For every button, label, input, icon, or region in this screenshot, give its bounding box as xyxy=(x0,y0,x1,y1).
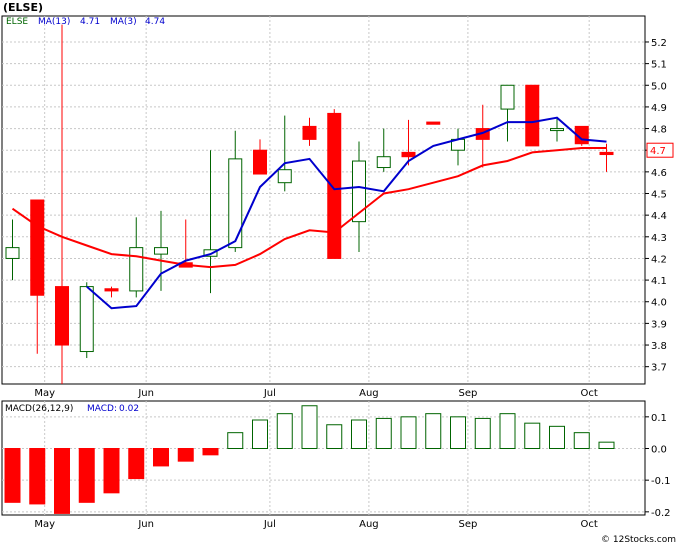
macd-bar xyxy=(550,426,565,448)
price-tick-label: 5.0 xyxy=(651,81,667,92)
macd-tick-label: 0.0 xyxy=(651,445,667,456)
macd-bar xyxy=(475,418,490,448)
macd-bar xyxy=(104,449,119,493)
macd-month-label: Jul xyxy=(263,519,276,530)
macd-bar xyxy=(376,418,391,448)
macd-bar xyxy=(203,449,218,455)
macd-month-label: Oct xyxy=(581,519,598,530)
candle-body xyxy=(278,170,291,183)
macd-bar xyxy=(178,449,193,462)
price-tick-label: 4.6 xyxy=(651,168,667,179)
watermark: © 12Stocks.com xyxy=(601,535,676,545)
price-month-label: Oct xyxy=(581,388,598,399)
price-month-label: Aug xyxy=(359,388,379,399)
legend-ma-short-value: 4.74 xyxy=(145,17,165,27)
price-tick-label: 4.1 xyxy=(651,276,667,287)
price-tick-label: 3.7 xyxy=(651,363,667,374)
candle-body xyxy=(501,85,514,109)
macd-bar xyxy=(451,417,466,449)
candle-body xyxy=(6,248,19,259)
price-tick-label: 5.2 xyxy=(651,38,667,49)
macd-bar xyxy=(525,423,540,448)
price-tick-label: 3.9 xyxy=(651,319,667,330)
price-tick-label: 4.2 xyxy=(651,254,667,265)
macd-tick-label: -0.2 xyxy=(651,508,671,519)
macd-bar xyxy=(401,417,416,449)
macd-bar xyxy=(129,449,144,479)
macd-bar xyxy=(599,442,614,448)
price-tick-label: 3.8 xyxy=(651,341,667,352)
price-month-label: Sep xyxy=(458,388,477,399)
candle-body xyxy=(402,152,415,156)
legend-ma-long-value: 4.71 xyxy=(80,17,100,27)
candle-body xyxy=(303,126,316,139)
last-price-label: 4.7 xyxy=(650,146,666,157)
legend-symbol: ELSE xyxy=(6,17,28,27)
candle-body xyxy=(526,85,539,146)
price-month-label: May xyxy=(34,388,55,399)
candle-body xyxy=(155,248,168,254)
macd-bar xyxy=(79,449,94,503)
macd-month-label: Jun xyxy=(137,519,154,530)
candle-body xyxy=(31,200,44,295)
macd-month-label: Aug xyxy=(359,519,379,530)
macd-month-label: Sep xyxy=(458,519,477,530)
macd-bar xyxy=(327,425,342,449)
macd-bar xyxy=(277,414,292,449)
macd-legend-value: 0.02 xyxy=(119,404,139,414)
macd-legend-name: MACD(26,12,9) xyxy=(5,404,73,414)
price-month-label: Jul xyxy=(263,388,276,399)
price-tick-label: 4.3 xyxy=(651,233,667,244)
macd-bar xyxy=(228,433,243,449)
price-tick-label: 4.8 xyxy=(651,125,667,136)
candle-body xyxy=(254,150,267,174)
price-tick-label: 4.4 xyxy=(651,211,667,222)
candle-body xyxy=(105,289,118,291)
candle-body xyxy=(80,287,93,352)
macd-bar xyxy=(500,414,515,449)
price-month-label: Jun xyxy=(137,388,154,399)
legend-ma-long: MA(13) xyxy=(38,17,70,27)
candle-body xyxy=(551,129,564,131)
price-tick-label: 4.9 xyxy=(651,103,667,114)
macd-bar xyxy=(426,414,441,449)
macd-month-label: May xyxy=(34,519,55,530)
macd-bar xyxy=(352,420,367,449)
candle-body xyxy=(427,122,440,124)
candle-body xyxy=(56,287,69,345)
macd-bar xyxy=(154,449,169,466)
macd-tick-label: 0.1 xyxy=(651,413,667,424)
macd-legend: MACD(26,12,9) MACD: 0.02 xyxy=(5,404,139,414)
price-tick-label: 4.0 xyxy=(651,298,667,309)
price-tick-label: 5.1 xyxy=(651,60,667,71)
macd-bar xyxy=(574,433,589,449)
macd-bar xyxy=(30,449,45,504)
price-tick-label: 4.5 xyxy=(651,190,667,201)
chart-title: (ELSE) xyxy=(3,1,43,14)
candle-body xyxy=(328,113,341,258)
legend-ma-short: MA(3) xyxy=(110,17,137,27)
candle-body xyxy=(130,248,143,291)
macd-bar xyxy=(302,406,317,449)
candle-body xyxy=(600,152,613,154)
candle-body xyxy=(377,157,390,168)
last-price-marker: 4.7 xyxy=(647,143,673,157)
macd-bar xyxy=(55,449,70,514)
macd-bar xyxy=(253,420,268,449)
macd-legend-label: MACD: xyxy=(87,404,117,414)
candle-body xyxy=(229,159,242,248)
macd-bar xyxy=(5,449,20,503)
macd-tick-label: -0.1 xyxy=(651,476,671,487)
